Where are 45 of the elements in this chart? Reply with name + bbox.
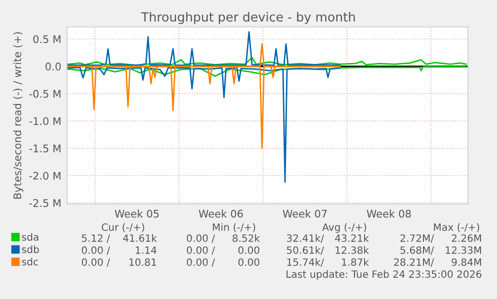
legend-label: sda (22, 233, 38, 241)
text: 12.38k (336, 246, 369, 254)
y-tick-label: -1.0 M (29, 117, 60, 126)
text: 0.00 / (186, 234, 215, 243)
text: Avg (-/+) (322, 223, 366, 233)
text: 0.00 / (186, 246, 215, 255)
text: 50.61k/ (286, 246, 324, 255)
text: 12.33M (446, 246, 482, 254)
y-axis-title: Bytes/second read (-) / write (+) (13, 32, 24, 199)
y-tick-label: -2.0 M (29, 172, 60, 180)
text: 1.14 (136, 246, 156, 254)
text: 5.12 / (82, 234, 110, 243)
y-tick-label: -1.5 M (29, 144, 60, 152)
text: 2.26M (452, 234, 482, 242)
text: 43.21k (335, 234, 369, 242)
text: 41.61k (123, 234, 157, 242)
text: 28.21M/ (394, 258, 434, 267)
text: 8.52k (232, 234, 260, 242)
text: 5.68M/ (400, 246, 434, 255)
text: 0.00 / (82, 258, 110, 267)
y-tick-label: -0.5 M (29, 90, 60, 98)
text: Last update: Tue Feb 24 23:35:00 2026 (286, 270, 482, 280)
x-tick-label: Week 07 (282, 210, 327, 218)
text: Min (-/+) (212, 223, 256, 232)
text: 15.74k/ (287, 258, 324, 267)
text: 2.72M/ (400, 234, 434, 243)
legend-label: sdb (22, 245, 39, 254)
text: 0.00 / (186, 258, 215, 267)
text: 0.00 (238, 246, 260, 254)
x-tick-label: Week 06 (198, 210, 243, 218)
text: Max (-/+) (434, 223, 480, 232)
text: 0.00 (238, 258, 260, 266)
y-tick-label: 0.0 (46, 62, 61, 70)
text: 10.81 (129, 258, 156, 266)
text: 32.41k/ (286, 234, 324, 243)
legend-label: sdc (22, 258, 38, 266)
text: 0.00 / (82, 246, 110, 255)
text: 9.84M (452, 258, 482, 266)
y-tick-label: -2.5 M (29, 199, 60, 208)
y-tick-label: 0.5 M (33, 35, 60, 44)
text: 1.87k (342, 258, 369, 266)
x-tick-label: Week 08 (366, 210, 411, 218)
chart-title: Throughput per device - by month (141, 12, 355, 24)
x-tick-label: Week 05 (114, 210, 159, 218)
text: Cur (-/+) (102, 223, 144, 232)
